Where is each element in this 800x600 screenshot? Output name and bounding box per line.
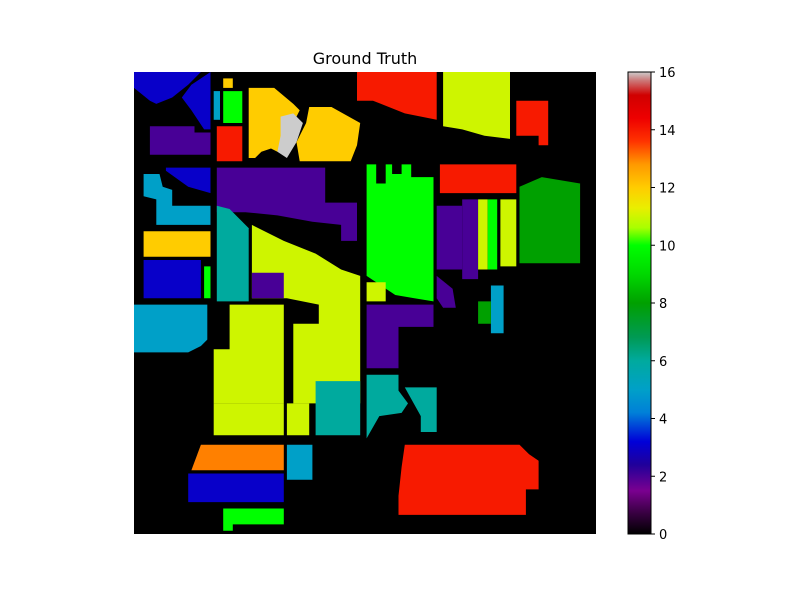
- colorbar-tick-label: 8: [659, 297, 667, 312]
- class-region-6: [216, 205, 249, 302]
- colorbar-gradient: [627, 71, 652, 535]
- class-region-3: [181, 72, 211, 130]
- colorbar-tick-label: 2: [659, 470, 667, 485]
- class-region-14: [398, 444, 539, 515]
- class-region-3: [134, 72, 201, 104]
- class-region-14: [516, 100, 549, 146]
- class-region-14: [357, 72, 437, 120]
- class-region-2: [462, 199, 479, 280]
- class-region-2: [436, 275, 456, 308]
- chart-title: Ground Truth: [313, 49, 418, 68]
- colorbar-tick-label: 6: [659, 355, 667, 370]
- class-region-6: [366, 374, 408, 439]
- class-region-2: [366, 304, 434, 369]
- class-region-5: [490, 285, 504, 334]
- class-region-10: [366, 164, 434, 302]
- class-region-11: [213, 304, 284, 404]
- class-region-10: [223, 91, 243, 123]
- class-region-11: [286, 403, 310, 436]
- class-region-8: [519, 177, 581, 264]
- class-region-6: [315, 381, 361, 436]
- heatmap-panel: [134, 72, 596, 534]
- class-region-11: [443, 72, 510, 139]
- class-regions: [134, 72, 581, 531]
- class-region-11: [366, 282, 386, 302]
- class-region-11: [251, 224, 361, 404]
- class-region-11: [478, 199, 488, 270]
- colorbar: 0 2 4 6 8 10 12 14 16: [627, 66, 676, 543]
- class-region-3: [165, 167, 211, 194]
- class-region-8: [478, 301, 491, 324]
- class-region-5: [143, 174, 211, 225]
- colorbar-tick-label: 0: [659, 528, 667, 543]
- class-region-5: [213, 91, 220, 120]
- class-region-11: [500, 199, 517, 267]
- class-region-2: [216, 167, 357, 241]
- class-region-2: [149, 126, 211, 155]
- class-region-11: [213, 403, 284, 436]
- colorbar-tick-label: 4: [659, 413, 667, 428]
- class-region-2: [436, 205, 463, 270]
- colorbar-tick-label: 10: [659, 239, 676, 254]
- class-region-14: [439, 164, 517, 194]
- class-region-14: [216, 126, 243, 162]
- class-region-10: [223, 508, 284, 531]
- class-region-3: [188, 473, 284, 503]
- class-region-6: [404, 387, 437, 432]
- class-region-5: [134, 304, 208, 353]
- class-region-5: [286, 444, 313, 480]
- class-region-10: [204, 266, 211, 299]
- colorbar-tick-label: 14: [659, 124, 676, 139]
- class-region-12: [223, 78, 233, 88]
- class-region-10: [487, 199, 498, 270]
- class-region-12: [143, 231, 211, 257]
- class-region-12: [296, 107, 361, 162]
- class-region-2: [251, 272, 284, 299]
- colorbar-ticks: 0 2 4 6 8 10 12 14 16: [651, 66, 676, 543]
- colorbar-tick-label: 12: [659, 182, 676, 197]
- class-region-3: [143, 260, 201, 299]
- class-region-16: [277, 113, 303, 158]
- class-region-13: [191, 444, 284, 471]
- colorbar-tick-label: 16: [659, 66, 676, 81]
